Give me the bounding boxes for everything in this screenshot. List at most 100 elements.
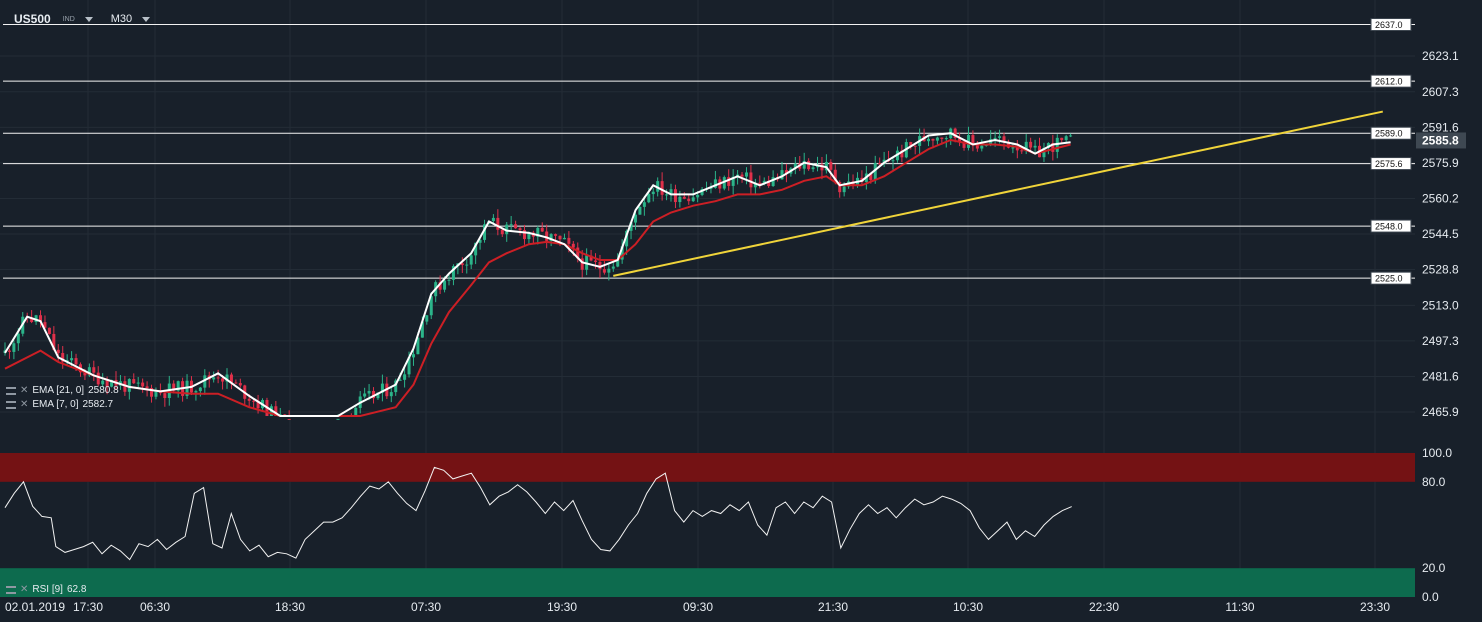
rsi-overbought-zone [0, 453, 1415, 482]
candle [802, 160, 806, 169]
candle [1015, 147, 1019, 151]
y-tick-label: 2465.9 [1422, 405, 1459, 419]
close-icon[interactable]: ✕ [20, 385, 29, 396]
settings-icon[interactable] [6, 400, 16, 409]
candle [7, 350, 11, 352]
candle [749, 172, 753, 188]
candle [691, 197, 695, 202]
level-label-box [1370, 74, 1412, 88]
y-tick-label: 2544.5 [1422, 227, 1459, 241]
candle [727, 177, 731, 186]
candle [642, 202, 646, 207]
candle [416, 337, 420, 355]
x-tick-label: 18:30 [275, 600, 305, 614]
ema21-legend[interactable]: ✕ EMA [21, 0] 2580.8 [6, 385, 119, 396]
candle [598, 261, 602, 270]
candle [56, 349, 60, 353]
candle [336, 418, 340, 420]
candle [580, 258, 584, 270]
close-icon[interactable]: ✕ [20, 584, 29, 595]
candle [83, 372, 87, 376]
candle [527, 232, 531, 240]
candle [425, 315, 429, 322]
candle [713, 179, 717, 188]
candle [96, 372, 100, 385]
x-tick-label: 07:30 [411, 600, 441, 614]
candle [247, 398, 251, 401]
ema21-label: EMA [21, 0] [32, 385, 85, 396]
candle [829, 161, 833, 170]
candle [989, 139, 993, 145]
candle [851, 181, 855, 187]
ema21-line [4, 138, 1071, 417]
x-tick-label: 06:30 [140, 600, 170, 614]
candle [478, 239, 482, 243]
y-tick-label: 2575.9 [1422, 156, 1459, 170]
candle [203, 375, 207, 388]
candle [767, 180, 771, 187]
candle [669, 189, 673, 195]
candle [940, 137, 944, 139]
candle [633, 214, 637, 223]
candle [163, 393, 167, 399]
chart-header: US500 IND M30 [14, 12, 151, 26]
level-label-box [1370, 157, 1412, 171]
candle [447, 279, 451, 281]
timeframe-selector[interactable]: M30 [110, 13, 133, 25]
candle [460, 263, 464, 266]
candle [474, 242, 478, 256]
y-tick-label: 2497.3 [1422, 334, 1459, 348]
candle [74, 358, 78, 365]
candle [753, 182, 757, 188]
candle [838, 182, 842, 193]
candle [549, 234, 553, 241]
candle [518, 228, 522, 231]
candle [376, 392, 380, 399]
level-label-box [1370, 126, 1412, 140]
level-label: 2637.0 [1375, 20, 1403, 30]
candle [420, 321, 424, 338]
candle [571, 243, 575, 248]
candle [438, 282, 442, 290]
candle [900, 150, 904, 158]
candle [483, 224, 487, 240]
chevron-down-icon[interactable] [84, 16, 93, 22]
candle [1042, 147, 1046, 158]
candle [469, 255, 473, 265]
candle [287, 418, 291, 420]
candle [611, 266, 615, 269]
level-label: 2575.6 [1375, 159, 1403, 169]
rsi-legend[interactable]: ✕ RSI [9] 62.8 [6, 584, 86, 595]
candle [1046, 143, 1050, 148]
candle [92, 367, 96, 373]
candle [141, 382, 145, 387]
candle [372, 390, 376, 399]
candle [1024, 141, 1028, 152]
candle [43, 322, 47, 328]
settings-icon[interactable] [6, 386, 16, 395]
close-icon[interactable]: ✕ [20, 399, 29, 410]
candle [194, 391, 198, 393]
chevron-down-icon[interactable] [142, 16, 151, 22]
candle [771, 177, 775, 187]
candle [975, 143, 979, 149]
rsi-level-label: 20.0 [1422, 561, 1446, 575]
candle [678, 196, 682, 203]
candle [136, 382, 140, 384]
candle [1069, 135, 1073, 137]
candle [39, 315, 43, 323]
candle [238, 383, 242, 386]
candle [647, 194, 651, 203]
candle [154, 390, 158, 397]
candle [665, 194, 669, 196]
level-label-box [1370, 18, 1412, 32]
symbol-selector[interactable]: US500 [14, 12, 51, 26]
candle [274, 406, 278, 416]
ema7-legend[interactable]: ✕ EMA [7, 0] 2582.7 [6, 399, 113, 410]
candle [607, 268, 611, 273]
settings-icon[interactable] [6, 585, 16, 594]
y-tick-label: 2481.6 [1422, 369, 1459, 383]
candle [12, 343, 16, 352]
candle [909, 142, 913, 146]
